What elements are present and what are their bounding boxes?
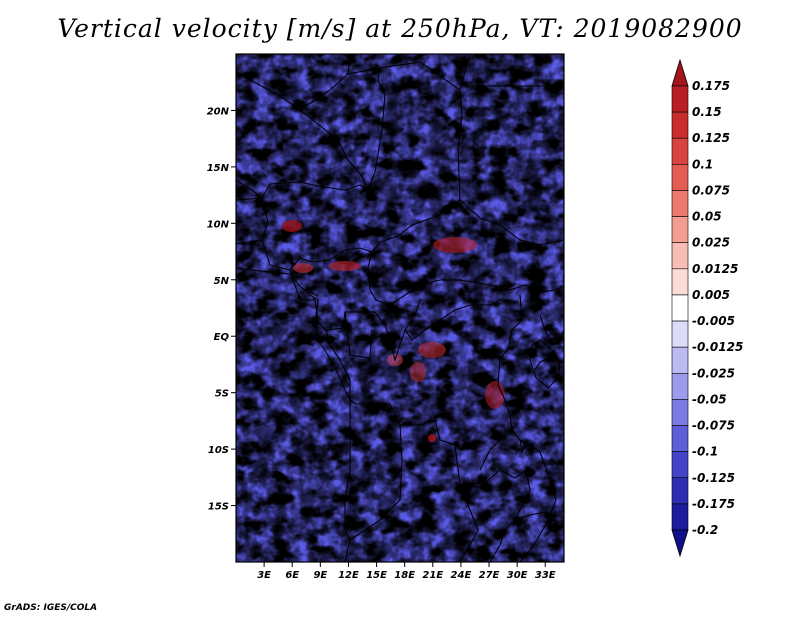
- lon-tick-label: 24E: [451, 570, 472, 581]
- lon-tick-label: 3E: [257, 570, 271, 581]
- lon-tick-label: 9E: [313, 570, 327, 581]
- colorbar-segment: [671, 320, 689, 348]
- colorbar-segment: [671, 268, 689, 296]
- lon-tick-label: 12E: [338, 570, 359, 581]
- colorbar-segment: [671, 111, 689, 139]
- colorbar-level-label: 0.025: [692, 236, 730, 250]
- colorbar-segment: [671, 477, 689, 505]
- vertical-velocity-field: [236, 54, 564, 562]
- colorbar-segment: [671, 85, 689, 113]
- country-borders: [236, 54, 564, 562]
- colorbar-level-label: 0.075: [692, 183, 730, 197]
- lat-tick-label: 10N: [207, 219, 230, 230]
- colorbar-segment: [671, 372, 689, 400]
- longitude-axis: 3E 6E 9E 12E 15E 18E 21E 24E 27E 30E 33E: [257, 562, 556, 581]
- coastline: [236, 267, 561, 454]
- colorbar-level-label: 0.0125: [692, 262, 738, 276]
- updraft-cores: [282, 220, 505, 442]
- lat-tick-label: 10S: [208, 445, 229, 456]
- chart-title: Vertical velocity [m/s] at 250hPa, VT: 2…: [57, 14, 743, 43]
- colorbar-level-label: 0.15: [692, 105, 722, 119]
- colorbar-level-label: 0.05: [692, 210, 722, 224]
- lat-tick-label: 15N: [207, 163, 230, 174]
- colorbar-level-label: 0.175: [692, 79, 730, 93]
- lat-tick-label: 20N: [207, 106, 230, 117]
- colorbar-level-label: -0.025: [692, 366, 735, 380]
- colorbar-segment: [671, 425, 689, 452]
- colorbar-level-label: -0.005: [692, 314, 735, 328]
- colorbar-level-label: -0.2: [692, 523, 718, 537]
- colorbar-lower-extension: [671, 529, 689, 558]
- colorbar-level-label: 0.125: [692, 131, 730, 145]
- colorbar-segment: [671, 137, 689, 165]
- colorbar-segment: [671, 190, 689, 217]
- colorbar-segment: [671, 242, 689, 270]
- lat-tick-label: EQ: [214, 332, 230, 343]
- latitude-axis: 20N 15N 10N 5N EQ 5S 10S 15S: [207, 106, 236, 513]
- lon-tick-label: 21E: [422, 570, 443, 581]
- colorbar-segment: [671, 216, 689, 244]
- colorbar-level-label: -0.075: [692, 419, 735, 433]
- lon-tick-label: 33E: [535, 570, 556, 581]
- colorbar-level-label: -0.175: [692, 497, 735, 511]
- grads-credit: GrADS: IGES/COLA: [4, 603, 98, 613]
- lon-tick-label: 27E: [479, 570, 500, 581]
- colorbar-segment: [671, 399, 689, 426]
- colorbar-level-label: 0.1: [692, 157, 713, 171]
- colorbar-segment: [671, 294, 689, 322]
- colorbar-segment: [671, 164, 689, 191]
- colorbar-segment: [671, 346, 689, 374]
- colorbar-segment: [671, 503, 689, 531]
- colorbar-segment: [671, 451, 689, 479]
- lat-tick-label: 5N: [214, 276, 230, 287]
- lon-tick-label: 15E: [366, 570, 387, 581]
- colorbar: 0.175 0.15 0.125 0.1 0.075 0.05 0.025 0.0125 0.0…: [671, 58, 743, 558]
- lon-tick-label: 18E: [394, 570, 415, 581]
- colorbar-level-label: -0.0125: [692, 340, 743, 354]
- lon-tick-label: 6E: [285, 570, 299, 581]
- colorbar-level-label: -0.05: [692, 392, 727, 406]
- lat-tick-label: 15S: [208, 502, 229, 513]
- colorbar-level-label: -0.125: [692, 471, 735, 485]
- colorbar-level-label: -0.1: [692, 445, 718, 459]
- field-strong-negative-layer: [236, 54, 564, 562]
- colorbar-level-label: 0.005: [692, 288, 730, 302]
- lat-tick-label: 5S: [215, 389, 229, 400]
- lon-tick-label: 30E: [507, 570, 528, 581]
- colorbar-upper-extension: [671, 58, 689, 87]
- map-frame: [235, 53, 565, 563]
